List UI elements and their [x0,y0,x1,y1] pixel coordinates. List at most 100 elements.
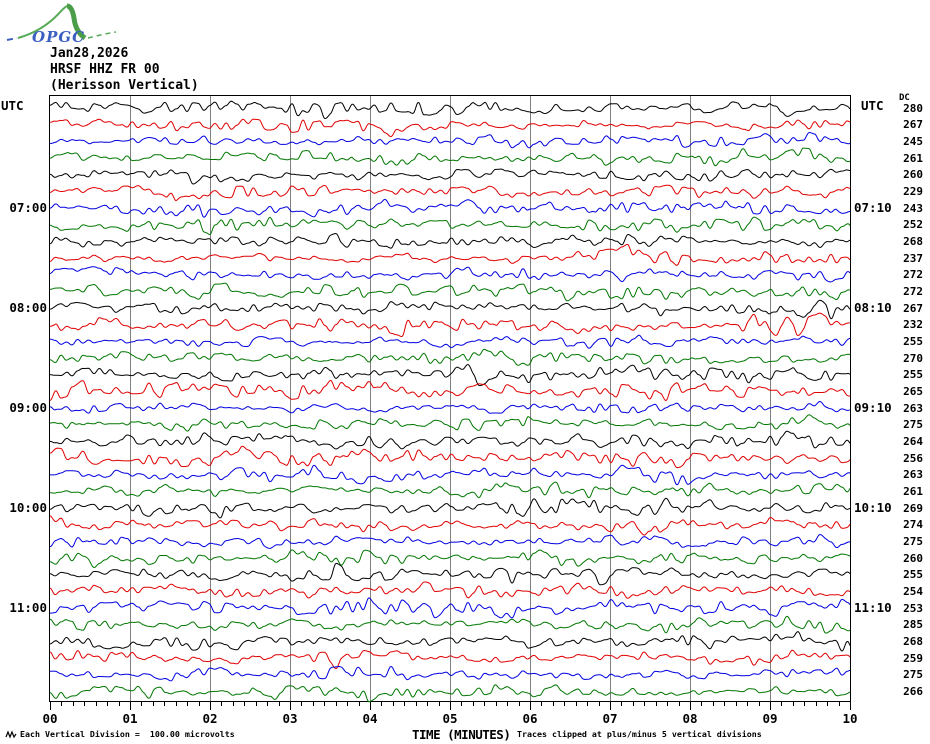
dc-value: 272 [903,268,923,282]
trace-waveform-09:30 [49,445,851,469]
trace-waveform-06:50 [49,184,851,202]
dc-value: 255 [903,568,923,582]
dc-value: 255 [903,368,923,382]
hour-label-left: 07:00 [9,200,47,215]
utc-left-header: UTC [1,98,24,113]
dc-value: 275 [903,418,923,432]
trace-waveform-11:00 [50,597,851,619]
hour-label-left: 10:00 [9,500,47,515]
logo-dash-left [6,37,18,41]
opgc-logo-text: OPGC [32,28,86,46]
dc-value: 275 [903,668,923,682]
trace-waveform-11:50 [49,684,851,703]
trace-waveform-09:50 [49,481,851,499]
dc-value: 272 [903,284,923,298]
dc-value: 252 [903,218,923,232]
logo-dash-right [87,31,117,39]
trace-waveform-07:40 [49,266,851,283]
trace-waveform-11:40 [49,665,851,682]
corner-squiggle-mark [5,730,17,739]
trace-waveform-09:10 [50,414,851,432]
dc-value: 275 [903,534,923,548]
dc-value: 260 [903,551,923,565]
hour-label-left: 11:00 [9,600,47,615]
trace-waveform-07:20 [49,232,851,249]
dc-value: 243 [903,201,923,215]
hour-label-left: 08:00 [9,300,47,315]
x-tick-label: 05 [442,711,458,726]
dc-value: 274 [903,518,923,532]
dc-value: 267 [903,301,923,315]
dc-value: 270 [903,351,923,365]
x-tick-label: 10 [842,711,858,726]
trace-waveform-07:10 [49,216,851,236]
trace-waveform-09:40 [50,464,851,486]
opgc-logo: OPGC [4,2,122,52]
dc-value: 268 [903,234,923,248]
trace-waveform-06:00 [49,100,851,120]
hour-label-right: 09:10 [854,400,892,415]
trace-waveform-10:00 [49,497,851,519]
dc-value: 263 [903,401,923,415]
trace-waveform-08:10 [49,312,851,337]
footer-scale-note: Each Vertical Division = 100.00 microvol… [20,729,235,739]
header-date: Jan28,2026 [50,46,129,61]
trace-waveform-08:50 [49,379,851,402]
dc-value: 256 [903,451,923,465]
trace-waveform-11:30 [49,649,851,670]
dc-value: 237 [903,251,923,265]
trace-waveform-10:50 [49,581,851,599]
dc-value: 267 [903,118,923,132]
trace-waveform-11:20 [49,631,851,652]
dc-value: 263 [903,468,923,482]
logo-peak-descent [66,3,87,41]
x-tick-label: 02 [202,711,218,726]
dc-value: 254 [903,584,923,598]
dc-value: 266 [903,684,923,698]
x-tick-label: 08 [682,711,698,726]
hour-label-right: 07:10 [854,200,892,215]
x-tick-label: 09 [762,711,778,726]
dc-value: 261 [903,484,923,498]
utc-right-header: UTC [861,98,884,113]
logo-ridge-line [17,5,68,39]
dc-value: 245 [903,134,923,148]
hour-label-right: 08:10 [854,300,892,315]
x-axis-title: TIME (MINUTES) [412,727,511,742]
trace-waveform-09:20 [49,430,851,450]
trace-waveform-10:40 [49,562,851,586]
dc-value: 253 [903,601,923,615]
dc-value: 280 [903,101,923,115]
dc-value: 259 [903,651,923,665]
footer-clip-note: Traces clipped at plus/minus 5 vertical … [517,729,762,739]
dc-value: 229 [903,184,923,198]
x-tick-label: 06 [522,711,538,726]
dc-value: 268 [903,634,923,648]
hour-label-left: 09:00 [9,400,47,415]
trace-waveform-06:40 [49,168,851,185]
trace-waveform-10:20 [49,533,850,549]
trace-waveform-09:00 [49,400,851,414]
x-tick-label: 03 [282,711,298,726]
trace-waveform-07:00 [49,198,851,218]
trace-waveform-08:00 [49,299,851,320]
trace-waveform-08:20 [49,334,851,349]
hour-label-right: 10:10 [854,500,892,515]
trace-waveform-06:10 [49,118,851,138]
dc-value: 264 [903,434,923,448]
header-station-code: HRSF HHZ FR 00 [50,62,160,77]
dc-value: 265 [903,384,923,398]
trace-waveform-08:30 [49,348,851,366]
dc-value: 260 [903,168,923,182]
dc-value: 269 [903,501,923,515]
trace-waveform-11:10 [49,615,851,634]
plot-header: Jan28,2026 HRSF HHZ FR 00 (Herisson Vert… [50,46,199,94]
hour-label-right: 11:10 [854,600,892,615]
x-tick-label: 00 [42,711,58,726]
trace-waveform-10:10 [49,515,851,536]
trace-waveform-10:30 [49,549,851,569]
trace-waveform-07:30 [49,243,851,266]
dc-value: 261 [903,151,923,165]
trace-waveform-08:40 [49,363,851,387]
